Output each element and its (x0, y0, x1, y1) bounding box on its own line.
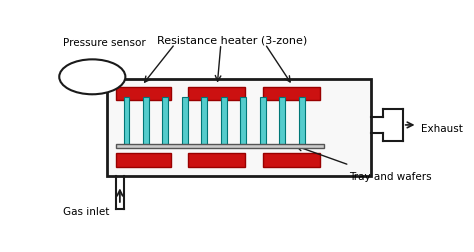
FancyBboxPatch shape (116, 144, 324, 148)
FancyBboxPatch shape (279, 97, 285, 147)
FancyBboxPatch shape (240, 97, 246, 147)
FancyBboxPatch shape (201, 97, 207, 147)
FancyBboxPatch shape (188, 86, 245, 100)
FancyBboxPatch shape (182, 97, 188, 147)
FancyBboxPatch shape (221, 97, 227, 147)
Circle shape (59, 59, 125, 94)
Text: Pressure sensor: Pressure sensor (63, 38, 146, 48)
Text: Gas inlet: Gas inlet (63, 207, 109, 216)
FancyBboxPatch shape (263, 153, 320, 167)
FancyBboxPatch shape (263, 86, 320, 100)
FancyBboxPatch shape (143, 97, 149, 147)
FancyBboxPatch shape (124, 97, 129, 147)
FancyBboxPatch shape (116, 153, 171, 167)
Text: Tray and wafers: Tray and wafers (349, 172, 432, 182)
FancyBboxPatch shape (188, 153, 245, 167)
Text: Exhaust: Exhaust (421, 124, 463, 134)
FancyBboxPatch shape (107, 79, 372, 176)
FancyBboxPatch shape (299, 97, 305, 147)
FancyBboxPatch shape (116, 86, 171, 100)
Text: Resistance heater (3-zone): Resistance heater (3-zone) (157, 35, 307, 45)
FancyBboxPatch shape (260, 97, 266, 147)
FancyBboxPatch shape (163, 97, 168, 147)
